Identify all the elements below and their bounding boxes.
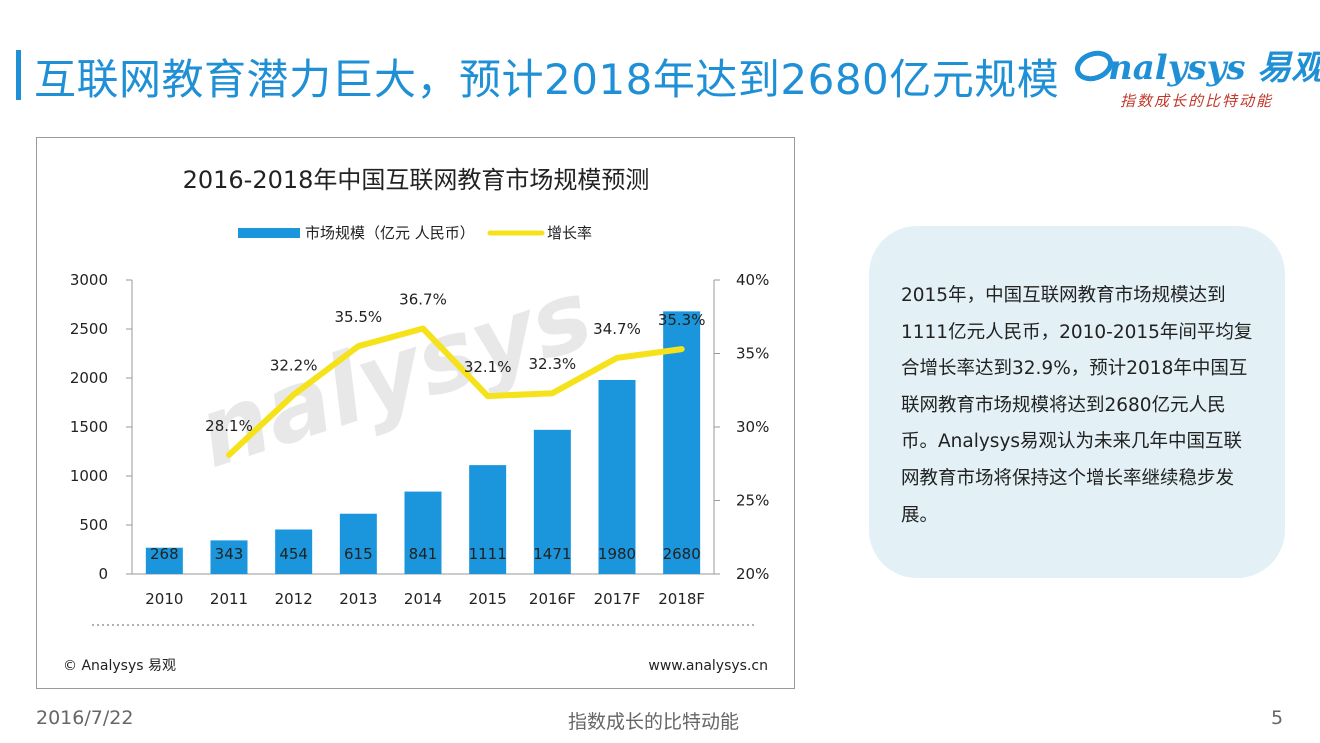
bar-value-label: 615 xyxy=(344,545,373,563)
left-axis-tick-label: 2500 xyxy=(70,320,108,338)
title-accent-bar xyxy=(16,50,21,100)
growth-value-label: 35.3% xyxy=(658,311,706,329)
market-size-chart: nalysys 2016-2018年中国互联网教育市场规模预测 市场规模（亿元 … xyxy=(63,166,769,674)
growth-value-label: 32.1% xyxy=(464,358,512,376)
logo-swoosh-icon xyxy=(1075,50,1113,82)
bar-2012 xyxy=(275,529,313,574)
growth-point-2012 xyxy=(291,392,296,397)
left-axis-tick-label: 2000 xyxy=(70,369,108,387)
growth-value-label: 36.7% xyxy=(399,291,447,309)
growth-point-2014 xyxy=(421,326,425,331)
bar-2011 xyxy=(210,540,248,574)
bar-2014 xyxy=(404,491,442,574)
logo-brand-text: nalysys 易观 xyxy=(1108,48,1320,88)
right-axis: 20% 25% 30% 35% 40% xyxy=(713,271,769,583)
growth-value-label: 35.5% xyxy=(335,308,383,326)
source-left: © Analysys 易观 xyxy=(63,658,176,674)
bar-value-label: 268 xyxy=(150,545,179,563)
bar-value-label: 454 xyxy=(279,545,308,563)
summary-text: 2015年，中国互联网教育市场规模达到1111亿元人民币，2010-2015年间… xyxy=(901,285,1253,526)
right-axis-tick-label: 40% xyxy=(736,271,769,289)
growth-rate-line xyxy=(226,325,685,458)
left-axis-tick-label: 1500 xyxy=(70,418,108,436)
bar-2016f xyxy=(533,429,571,574)
x-axis-labels: 2010 2011 2012 2013 2014 2015 2016F 2017F 2018F xyxy=(145,590,705,608)
x-tick-label: 2017F xyxy=(594,590,641,608)
right-axis-tick-label: 35% xyxy=(736,345,769,363)
left-axis-tick-label: 3000 xyxy=(70,271,108,289)
growth-value-label: 34.7% xyxy=(593,320,641,338)
bar-2015 xyxy=(469,465,507,574)
footer-date: 2016/7/22 xyxy=(36,707,134,729)
logo-slogan: 指数成长的比特动能 xyxy=(1120,92,1274,110)
x-tick-label: 2012 xyxy=(275,590,313,608)
growth-value-label: 28.1% xyxy=(205,417,253,435)
legend-line-label: 增长率 xyxy=(547,224,592,242)
page-number: 5 xyxy=(1271,707,1284,729)
growth-point-2017f xyxy=(615,355,619,360)
source-right: www.analysys.cn xyxy=(648,658,768,674)
x-tick-label: 2018F xyxy=(658,590,705,608)
bar-value-label: 1471 xyxy=(533,545,571,563)
right-axis-tick-label: 25% xyxy=(736,492,769,510)
line-series: 28.1% 32.2% 35.5% 36.7% 32.1% 32.3% 34.7% 35.3% xyxy=(205,291,706,458)
chart-panel: nalysys 2016-2018年中国互联网教育市场规模预测 市场规模（亿元 … xyxy=(36,137,795,689)
bar-2013 xyxy=(339,513,377,574)
x-tick-label: 2014 xyxy=(404,590,442,608)
bar-value-label: 2680 xyxy=(663,545,701,563)
left-axis-tick-label: 500 xyxy=(79,516,108,534)
bar-series: 268 343 454 615 841 1111 1471 1980 2680 xyxy=(145,311,701,574)
bar-value-label: 1980 xyxy=(598,545,636,563)
growth-point-2015 xyxy=(485,394,490,399)
growth-point-2013 xyxy=(356,344,361,349)
x-tick-label: 2010 xyxy=(145,590,183,608)
bar-2010 xyxy=(145,547,183,574)
legend-bar-swatch xyxy=(238,228,300,238)
right-axis-tick-label: 20% xyxy=(736,565,769,583)
bar-2018f xyxy=(663,311,701,574)
bar-value-label: 841 xyxy=(409,545,438,563)
x-tick-label: 2013 xyxy=(339,590,377,608)
growth-point-2011 xyxy=(227,452,231,457)
summary-callout: 2015年，中国互联网教育市场规模达到1111亿元人民币，2010-2015年间… xyxy=(869,226,1285,578)
x-tick-label: 2011 xyxy=(210,590,248,608)
chart-title: 2016-2018年中国互联网教育市场规模预测 xyxy=(183,166,650,194)
growth-value-label: 32.3% xyxy=(529,355,577,373)
left-axis-tick-label: 0 xyxy=(98,565,108,583)
bar-2017f xyxy=(598,379,636,574)
growth-point-2018f xyxy=(679,347,684,352)
analysys-logo: nalysys 易观 指数成长的比特动能 xyxy=(1074,40,1320,120)
bar-value-label: 343 xyxy=(215,545,244,563)
left-axis-tick-label: 1000 xyxy=(70,467,108,485)
right-axis-tick-label: 30% xyxy=(736,418,769,436)
footer-slogan: 指数成长的比特动能 xyxy=(568,711,740,733)
x-tick-label: 2015 xyxy=(469,590,507,608)
page-title: 互联网教育潜力巨大，预计2018年达到2680亿元规模 xyxy=(34,55,1060,104)
growth-point-2016f xyxy=(550,391,555,396)
x-tick-label: 2016F xyxy=(529,590,576,608)
legend-bar-label: 市场规模（亿元 人民币） xyxy=(305,224,475,242)
bar-value-label: 1111 xyxy=(469,545,507,563)
growth-value-label: 32.2% xyxy=(270,357,318,375)
